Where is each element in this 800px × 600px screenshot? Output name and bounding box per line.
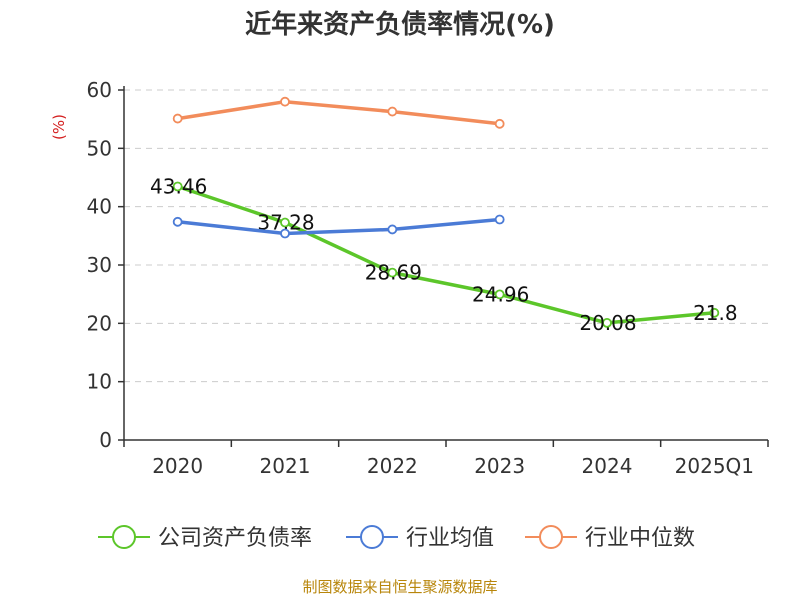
data-point [494, 214, 505, 225]
data-point [172, 181, 183, 192]
legend-marker [112, 525, 136, 549]
data-label: 28.69 [365, 261, 422, 285]
data-point [387, 267, 398, 278]
data-label: 43.46 [150, 174, 207, 198]
data-label: 21.8 [693, 301, 738, 325]
y-tick-label: 50 [87, 136, 112, 160]
series-line [177, 99, 500, 126]
y-tick-label: 0 [99, 428, 112, 452]
data-point [494, 289, 505, 300]
y-tick-label: 40 [87, 195, 112, 219]
y-axis-label: (%) [50, 114, 68, 140]
data-point [280, 96, 290, 107]
data-point [494, 118, 505, 129]
y-tick-label: 60 [87, 78, 112, 102]
legend-label: 行业均值 [406, 526, 494, 551]
axes: 0 10 20 30 40 50 60 2020 2021 2022 2023 2024 2025Q1 [87, 78, 769, 478]
data-point [172, 216, 183, 227]
legend-marker [539, 525, 563, 549]
data-point [387, 224, 398, 235]
legend-label: 公司资产负债率 [158, 526, 312, 551]
data-label: 24.96 [472, 282, 529, 306]
chart-title: 近年来资产负债率情况(%) [245, 9, 555, 40]
legend-label: 行业中位数 [585, 526, 695, 551]
data-point [280, 217, 290, 228]
y-tick-label: 20 [87, 311, 112, 335]
legend-marker [360, 525, 384, 549]
x-tick-label: 2025Q1 [675, 454, 754, 478]
data-point [172, 113, 183, 124]
data-point [387, 106, 398, 117]
y-tick-label: 30 [87, 253, 112, 277]
legend: 公司资产负债率 行业均值 行业中位数 [98, 525, 695, 551]
x-tick-label: 2024 [582, 454, 633, 478]
y-tick-label: 10 [87, 370, 112, 394]
source-note: 制图数据来自恒生聚源数据库 [302, 578, 497, 596]
x-tick-label: 2021 [260, 454, 311, 478]
x-tick-label: 2023 [474, 454, 525, 478]
data-label: 20.08 [579, 311, 636, 335]
data-point [709, 307, 720, 318]
x-tick-label: 2022 [367, 454, 418, 478]
x-tick-label: 2020 [152, 454, 203, 478]
gridlines [124, 89, 768, 383]
data-point [602, 317, 612, 328]
series-line [177, 217, 500, 236]
data-point [280, 228, 290, 239]
series-line [177, 184, 715, 325]
